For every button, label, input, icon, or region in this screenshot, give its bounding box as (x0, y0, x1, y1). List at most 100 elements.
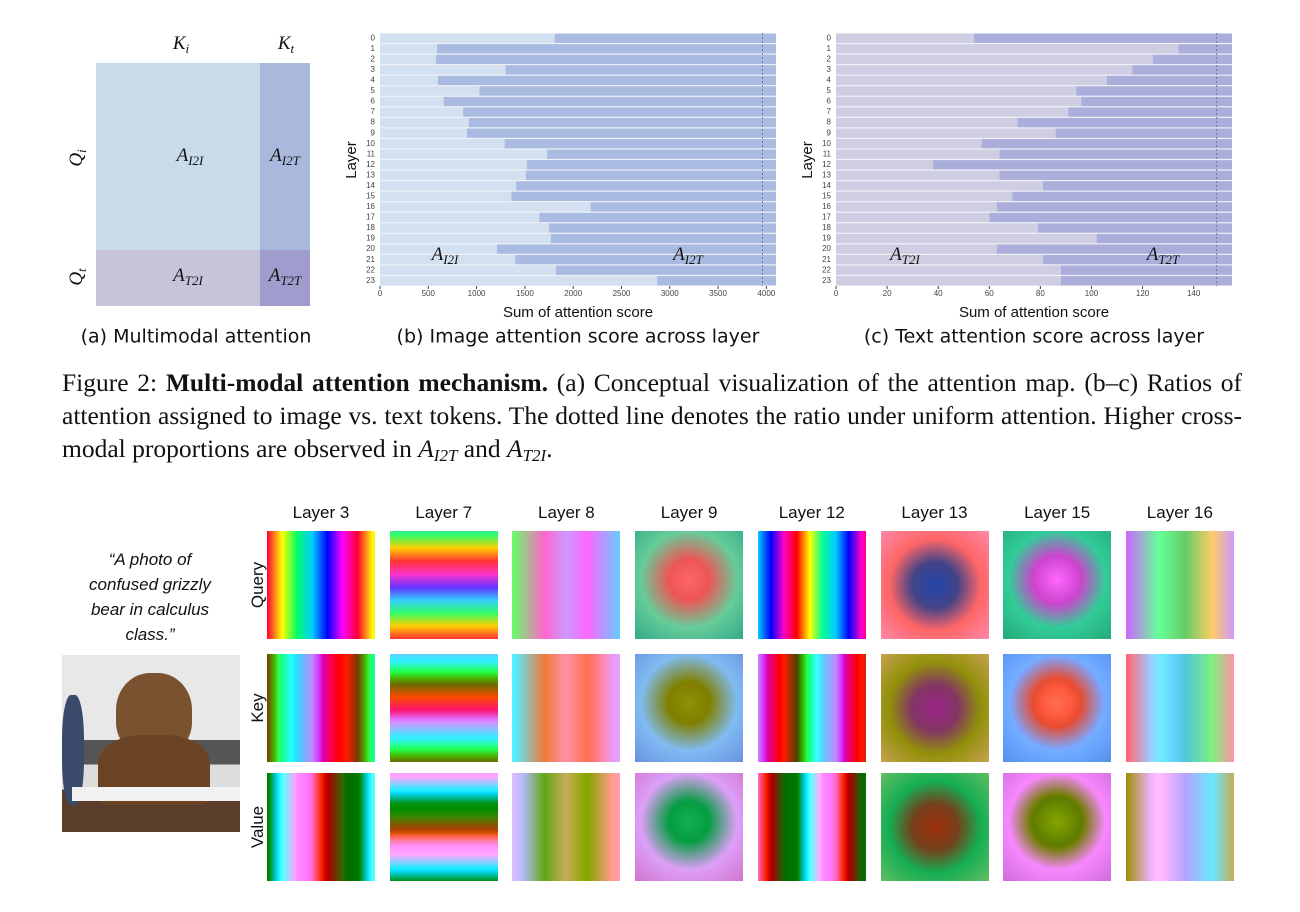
series-label-sub: T2T (1158, 252, 1180, 267)
row-label: Key (248, 693, 267, 723)
x-tick-label: 1500 (516, 289, 534, 298)
bar-segment (436, 54, 776, 65)
bar-segment (1178, 44, 1232, 54)
pca-image (635, 654, 744, 762)
bar-segment (836, 223, 1038, 233)
pca-image (757, 773, 866, 881)
pca-image (635, 773, 744, 881)
series-label: AI2T (671, 244, 703, 267)
y-tick-label: 20 (366, 244, 375, 253)
x-tick-label: 0 (834, 289, 839, 298)
bar-segment (1060, 265, 1232, 275)
y-tick-label: 10 (822, 139, 831, 148)
prompt-line: confused grizzly (89, 575, 211, 594)
row-label: Value (248, 805, 267, 849)
y-tick-label: 15 (822, 192, 831, 201)
bar-segment (555, 265, 776, 275)
bar-segment (526, 160, 776, 170)
x-tick-label: 120 (1136, 289, 1150, 298)
y-tick-label: 14 (822, 181, 831, 190)
panel-subtitle: (c) Text attention score across layer (864, 326, 1204, 348)
bar-segment (1081, 96, 1232, 107)
x-tick-label: 2000 (564, 289, 582, 298)
y-tick-label: 13 (366, 170, 375, 179)
y-tick-label: 11 (367, 149, 376, 158)
pca-image (389, 531, 498, 639)
y-tick-label: 15 (366, 192, 375, 201)
bar-segment (836, 233, 1097, 244)
y-tick-label: 18 (366, 223, 375, 232)
bar-segment (436, 44, 776, 54)
y-tick-label: 23 (366, 276, 375, 285)
y-tick-label: 4 (371, 76, 376, 85)
bar-segment (836, 160, 934, 170)
series-label-sub: T2I (902, 252, 921, 267)
bar-segment (504, 139, 776, 149)
bar-segment (981, 139, 1232, 149)
column-label: Layer 15 (1024, 503, 1091, 522)
series-label: AI2I (430, 244, 459, 267)
bar-segment (933, 160, 1232, 170)
bar-segment (836, 128, 1056, 138)
column-label: Layer 8 (538, 503, 595, 522)
bar-segment (437, 75, 776, 86)
pca-image (267, 654, 375, 762)
bar-segment (443, 96, 776, 107)
bar-segment (550, 233, 776, 244)
figure2-graphics: Ki Kt Qi Qt AI2I AI2T AT2I AT2T (a) Mult… (66, 33, 1232, 348)
bar-segment (380, 139, 505, 149)
bar-segment (836, 202, 997, 212)
bar-segment (1096, 233, 1232, 244)
bar-segment (836, 75, 1107, 86)
attention-map (96, 63, 310, 306)
pca-image (267, 531, 375, 639)
column-label: Layer 7 (415, 503, 473, 522)
pca-image (267, 773, 375, 881)
series-label: AT2I (888, 244, 920, 267)
bar-segment (836, 44, 1179, 54)
bar-segment (380, 181, 517, 191)
block-t2i (96, 250, 260, 306)
pca-image (1125, 773, 1234, 881)
bar-segment (380, 86, 480, 96)
y-tick-label: 5 (371, 86, 376, 95)
x-tick-label: 3000 (661, 289, 679, 298)
bar-segment (836, 117, 1018, 128)
bar-segment (380, 149, 548, 159)
y-tick-label: 0 (371, 33, 376, 42)
bar-segment (380, 128, 467, 138)
bar-segment (380, 96, 444, 107)
bar-segment (505, 65, 776, 75)
bar-segment (463, 107, 776, 117)
student (62, 695, 84, 805)
prompt-text: “A photo of confused grizzly bear in calcu… (70, 547, 230, 647)
column-label: Layer 12 (778, 503, 845, 522)
y-tick-label: 2 (827, 54, 832, 63)
bar-segment (1068, 107, 1232, 117)
x-tick-label: 0 (378, 289, 383, 298)
bar-segment (1012, 191, 1232, 202)
bar-segment (380, 276, 658, 286)
x-tick-label: 4000 (757, 289, 775, 298)
bar-segment (836, 181, 1043, 191)
bar-segment (496, 244, 776, 254)
a-i2i-label: AI2I (175, 145, 204, 168)
y-tick-label: 18 (822, 223, 831, 232)
y-tick-label: 16 (822, 202, 831, 211)
bar-segment (836, 212, 990, 223)
bar-segment (1152, 54, 1232, 65)
plot-area (836, 33, 1232, 286)
prompt-line: “A photo of (108, 550, 192, 569)
y-tick-label: 14 (366, 181, 375, 190)
pca-image (757, 531, 866, 639)
bar-segment (1042, 254, 1232, 265)
bar-segment (989, 212, 1232, 223)
series-label-base: A (1145, 244, 1159, 265)
pca-image (880, 773, 989, 881)
figure2-caption: Figure 2: Multi-modal attention mechanis… (62, 366, 1242, 465)
y-tick-label: 21 (366, 255, 375, 264)
y-tick-label: 19 (366, 234, 375, 243)
y-tick-label: 23 (822, 276, 831, 285)
